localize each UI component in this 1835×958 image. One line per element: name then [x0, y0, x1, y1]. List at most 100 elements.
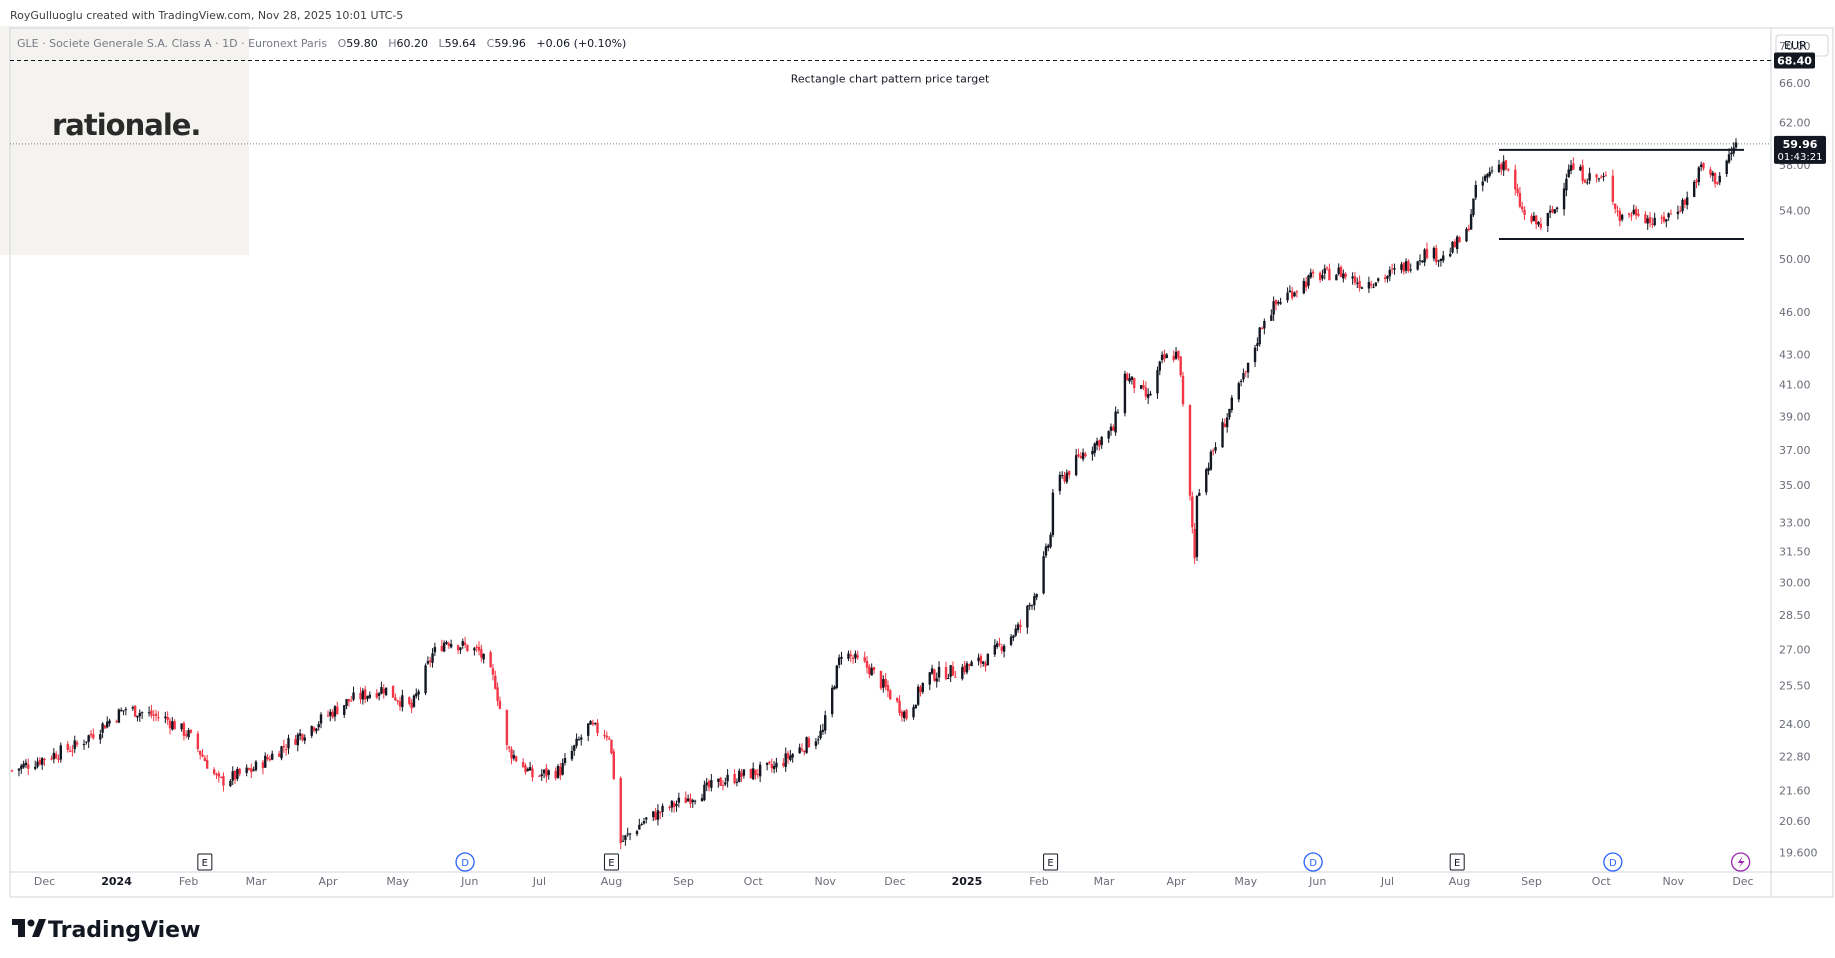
x-tick-label: May	[1234, 875, 1257, 888]
candle-body	[1602, 176, 1605, 178]
candle-body	[1449, 253, 1452, 257]
candle-body	[654, 812, 657, 820]
candle-body	[108, 720, 111, 724]
lightning-icon	[1737, 856, 1745, 868]
symbol-name[interactable]: GLE · Societe Generale S.A. Class A · 1D…	[17, 37, 328, 50]
candle-body	[41, 758, 44, 765]
x-tick-label: Mar	[1094, 875, 1115, 888]
candle-body	[1311, 271, 1315, 274]
high-label: H	[388, 37, 397, 50]
candle-body	[954, 676, 957, 678]
candle-body	[642, 821, 646, 824]
candle-body	[1307, 275, 1310, 286]
candle-body	[705, 782, 708, 786]
x-tick-label: 2024	[101, 875, 132, 888]
candle-body	[180, 723, 183, 730]
earnings-marker[interactable]	[1449, 853, 1465, 871]
candle-body	[856, 655, 859, 658]
candle-body	[963, 665, 966, 672]
candle-body	[252, 769, 255, 771]
candle-body	[20, 765, 23, 769]
candle-body	[1423, 249, 1426, 263]
candle-body	[817, 739, 820, 741]
candle-body	[1613, 203, 1617, 209]
candle-body	[912, 707, 915, 718]
logo-panel	[0, 26, 249, 255]
tradingview-mark-icon	[12, 919, 46, 937]
candle-body	[43, 758, 46, 760]
candle-body	[751, 768, 755, 780]
candle-body	[426, 661, 430, 664]
candle-body	[607, 738, 611, 740]
dividend-marker[interactable]	[455, 852, 475, 872]
candle-body	[124, 709, 128, 711]
candle-body	[298, 733, 302, 736]
candle-body	[538, 775, 541, 777]
candle-body	[1084, 453, 1087, 457]
candle-body	[1242, 373, 1245, 380]
candle-body	[1555, 207, 1559, 210]
candle-body	[742, 769, 746, 776]
x-tick-label: Jul	[1380, 875, 1394, 888]
earnings-marker[interactable]	[1043, 853, 1059, 871]
candle-body	[882, 679, 885, 688]
candle-body	[1270, 315, 1273, 321]
candle-body	[1109, 426, 1113, 431]
candle-body	[173, 721, 176, 730]
candle-body	[473, 648, 476, 651]
earnings-marker[interactable]	[603, 853, 619, 871]
candle-body	[1342, 273, 1345, 279]
candle-body	[122, 710, 125, 712]
y-tick-label: 22.80	[1779, 750, 1811, 763]
candle-body	[819, 730, 822, 739]
candle-body	[575, 738, 578, 746]
candle-body	[1221, 422, 1224, 448]
candle-body	[1500, 164, 1503, 170]
candle-body	[638, 824, 641, 830]
candle-body	[1028, 604, 1031, 607]
earnings-marker[interactable]	[197, 853, 213, 871]
last-price-badge	[1774, 135, 1826, 164]
candle-body	[621, 840, 625, 842]
dividend-marker[interactable]	[1603, 852, 1623, 872]
dividend-marker-label: D	[461, 858, 469, 869]
candle-body	[196, 733, 200, 750]
candle-body	[754, 769, 757, 776]
candle-body	[1228, 408, 1231, 418]
candle-body	[138, 712, 141, 717]
y-tick-label: 37.00	[1779, 444, 1811, 457]
candle-body	[198, 750, 202, 755]
candle-body	[131, 707, 135, 709]
candle-body	[758, 764, 762, 777]
candle-body	[903, 711, 906, 719]
candle-body	[24, 762, 28, 766]
candle-body	[264, 755, 267, 768]
candle-body	[87, 735, 90, 742]
candle-body	[38, 759, 42, 765]
dividend-marker[interactable]	[1303, 852, 1323, 872]
candle-body	[1191, 496, 1194, 528]
candle-body	[36, 761, 39, 767]
candle-body	[217, 773, 220, 777]
candle-body	[738, 770, 741, 782]
candle-body	[398, 701, 402, 707]
candle-body	[540, 774, 543, 777]
low-value: 59.64	[444, 37, 477, 50]
candle-body	[626, 833, 629, 835]
candle-body	[1481, 181, 1484, 186]
candle-body	[1351, 276, 1354, 279]
candle-body	[1223, 423, 1227, 428]
candle-body	[363, 689, 367, 700]
candle-body	[1093, 443, 1096, 453]
candle-body	[212, 769, 216, 774]
earnings-marker-label: E	[1454, 858, 1460, 869]
candle-body	[1651, 223, 1654, 225]
candle-body	[879, 671, 883, 689]
candle-body	[914, 704, 918, 709]
candle-body	[303, 737, 306, 741]
candle-body	[166, 716, 169, 721]
candle-body	[1400, 264, 1403, 270]
candle-body	[700, 798, 704, 802]
candle-body	[329, 711, 332, 716]
